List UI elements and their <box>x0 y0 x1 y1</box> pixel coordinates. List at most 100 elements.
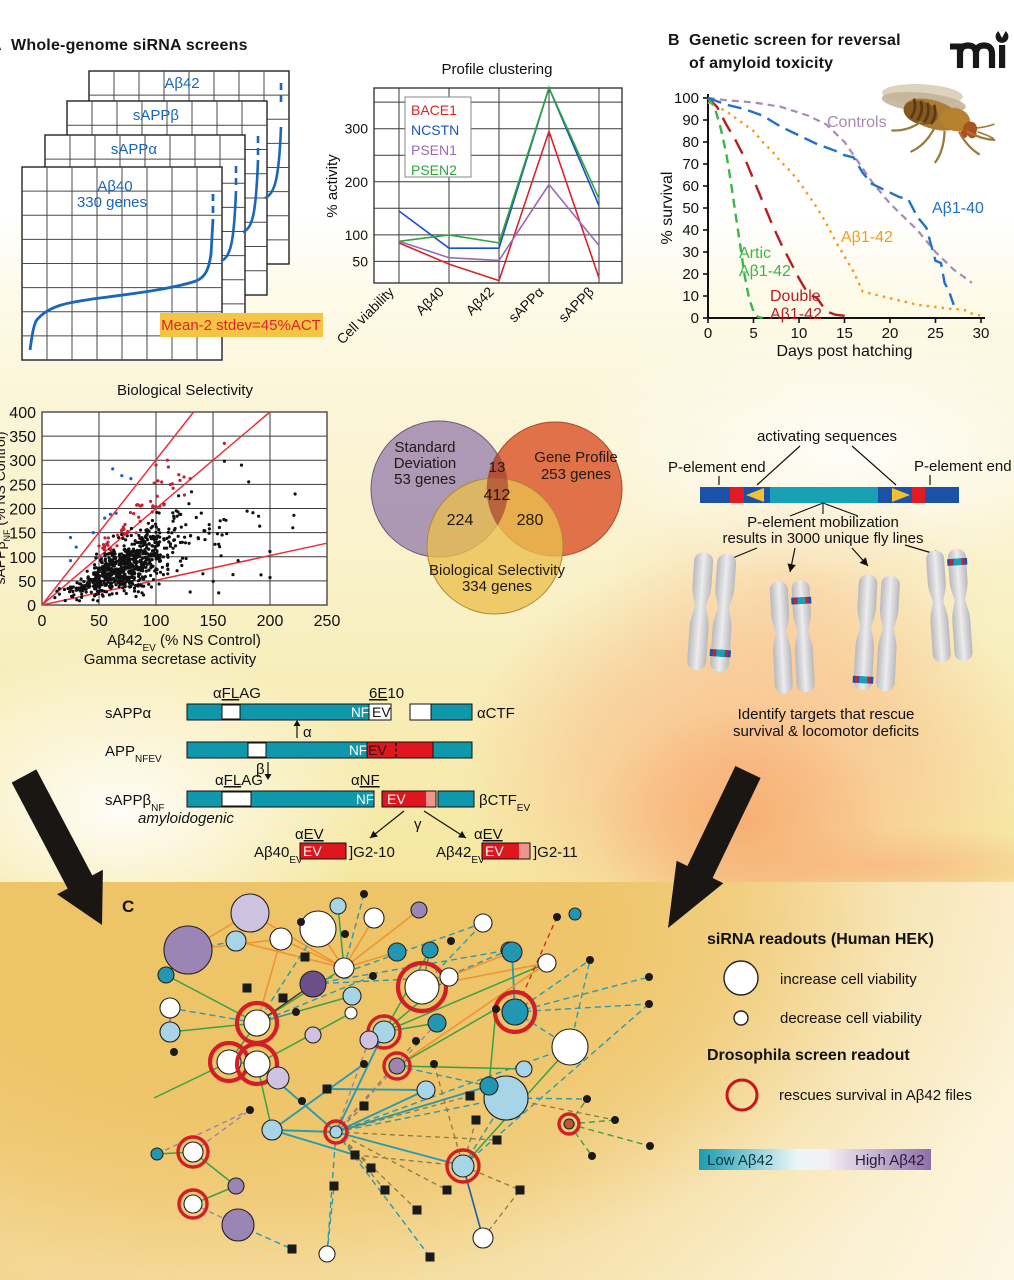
svg-text:50: 50 <box>352 253 368 269</box>
svg-text:0: 0 <box>691 310 699 327</box>
svg-text:100: 100 <box>345 227 369 243</box>
svg-text:13: 13 <box>489 459 506 476</box>
svg-text:Deviation: Deviation <box>394 455 457 472</box>
svg-text:10: 10 <box>682 288 699 305</box>
svg-text:Aβ42: Aβ42 <box>164 75 199 92</box>
svg-text:10: 10 <box>791 325 808 342</box>
svg-text:Gamma secretase activity: Gamma secretase activity <box>84 651 257 668</box>
svg-text:High Aβ42: High Aβ42 <box>855 1152 925 1169</box>
svg-text:]G2-11: ]G2-11 <box>533 844 578 861</box>
svg-text:350: 350 <box>9 429 36 446</box>
svg-text:increase cell viability: increase cell viability <box>780 971 917 988</box>
svg-text:Aβ40: Aβ40 <box>97 178 132 195</box>
svg-text:200: 200 <box>9 502 36 519</box>
svg-text:C: C <box>122 897 134 916</box>
svg-text:α: α <box>303 724 312 741</box>
svg-text:330 genes: 330 genes <box>77 194 147 211</box>
svg-text:NF: NF <box>351 705 369 720</box>
svg-text:Aβ1-40: Aβ1-40 <box>932 200 984 217</box>
svg-text:αEV: αEV <box>474 826 503 843</box>
svg-text:activating sequences: activating sequences <box>757 428 897 445</box>
svg-text:60: 60 <box>682 178 699 195</box>
svg-text:Double: Double <box>770 288 821 305</box>
svg-text:sAPPβNF: sAPPβNF <box>105 792 165 814</box>
svg-text:15: 15 <box>836 325 853 342</box>
svg-text:αEV: αEV <box>295 826 324 843</box>
svg-text:BACE1: BACE1 <box>411 102 457 118</box>
svg-text:5: 5 <box>749 325 757 342</box>
svg-text:survival & locomotor deficits: survival & locomotor deficits <box>733 723 919 740</box>
svg-text:β: β <box>256 761 265 778</box>
svg-text:αFLAG: αFLAG <box>215 772 263 789</box>
svg-text:Biological Selectivity: Biological Selectivity <box>429 562 565 579</box>
svg-text:EV: EV <box>368 742 387 758</box>
svg-text:αNF: αNF <box>351 772 380 789</box>
svg-text:50: 50 <box>90 613 108 630</box>
svg-text:300: 300 <box>9 453 36 470</box>
svg-text:0: 0 <box>704 325 712 342</box>
svg-text:siRNA readouts (Human HEK): siRNA readouts (Human HEK) <box>707 931 934 948</box>
svg-text:412: 412 <box>484 487 511 504</box>
svg-text:300: 300 <box>345 121 369 137</box>
svg-text:% survival: % survival <box>659 172 676 245</box>
svg-text:EV: EV <box>485 843 504 859</box>
svg-text:100: 100 <box>9 550 36 567</box>
svg-text:Aβ1-42: Aβ1-42 <box>770 306 822 323</box>
svg-text:decrease cell viability: decrease cell viability <box>780 1010 922 1027</box>
svg-text:amyloidogenic: amyloidogenic <box>138 810 234 827</box>
svg-text:αCTF: αCTF <box>477 705 515 722</box>
svg-text:150: 150 <box>200 613 227 630</box>
svg-text:sAPPα: sAPPα <box>105 705 152 722</box>
svg-text:20: 20 <box>682 266 699 283</box>
svg-text:Aβ1-42: Aβ1-42 <box>841 229 893 246</box>
svg-text:50: 50 <box>682 200 699 217</box>
svg-text:Biological Selectivity: Biological Selectivity <box>117 382 253 399</box>
svg-text:Gene Profile: Gene Profile <box>534 449 617 466</box>
svg-text:80: 80 <box>682 134 699 151</box>
svg-text:90: 90 <box>682 112 699 129</box>
svg-text:Aβ1-42: Aβ1-42 <box>739 263 791 280</box>
svg-text:Low Aβ42: Low Aβ42 <box>707 1152 773 1169</box>
svg-text:PSEN2: PSEN2 <box>411 162 457 178</box>
svg-text:25: 25 <box>927 325 944 342</box>
svg-text:53 genes: 53 genes <box>394 471 456 488</box>
svg-text:30: 30 <box>682 244 699 261</box>
svg-text:P-element end: P-element end <box>914 458 1012 475</box>
svg-text:50: 50 <box>18 574 36 591</box>
svg-text:250: 250 <box>314 613 341 630</box>
svg-text:Artic: Artic <box>739 245 771 262</box>
svg-text:Days post hatching: Days post hatching <box>776 343 912 360</box>
svg-text:]G2-10: ]G2-10 <box>349 844 395 861</box>
svg-text:0: 0 <box>38 613 47 630</box>
svg-text:70: 70 <box>682 156 699 173</box>
svg-text:% activity: % activity <box>324 154 341 218</box>
svg-text:P-element mobilization: P-element mobilization <box>747 514 899 531</box>
svg-text:224: 224 <box>447 512 474 529</box>
svg-text:200: 200 <box>345 174 369 190</box>
svg-text:100: 100 <box>143 613 170 630</box>
svg-text:Profile clustering: Profile clustering <box>442 61 553 78</box>
svg-text:20: 20 <box>882 325 899 342</box>
svg-text:rescues survival in Aβ42 files: rescues survival in Aβ42 files <box>779 1087 972 1104</box>
svg-text:EV: EV <box>387 791 406 807</box>
svg-text:400: 400 <box>9 405 36 422</box>
svg-text:Mean-2 stdev=45%ACT: Mean-2 stdev=45%ACT <box>161 317 321 334</box>
svg-text:334 genes: 334 genes <box>462 578 532 595</box>
svg-text:sAPPα: sAPPα <box>111 141 158 158</box>
svg-text:results in 3000 unique fly lin: results in 3000 unique fly lines <box>723 530 924 547</box>
svg-text:PSEN1: PSEN1 <box>411 142 457 158</box>
svg-text:γ: γ <box>414 816 422 833</box>
svg-text:NF: NF <box>349 743 367 758</box>
svg-text:Standard: Standard <box>395 439 456 456</box>
svg-text:280: 280 <box>517 512 544 529</box>
svg-text:EV: EV <box>303 843 322 859</box>
svg-text:Identify targets that rescue: Identify targets that rescue <box>738 706 915 723</box>
svg-text:100: 100 <box>674 90 699 107</box>
svg-text:NF: NF <box>356 792 374 807</box>
svg-text:sAPPβ: sAPPβ <box>133 107 180 124</box>
svg-text:Drosophila screen readout: Drosophila screen readout <box>707 1047 910 1064</box>
svg-text:Controls: Controls <box>827 114 887 131</box>
svg-text:P-element end: P-element end <box>668 459 766 476</box>
svg-text:30: 30 <box>973 325 990 342</box>
svg-text:200: 200 <box>257 613 284 630</box>
